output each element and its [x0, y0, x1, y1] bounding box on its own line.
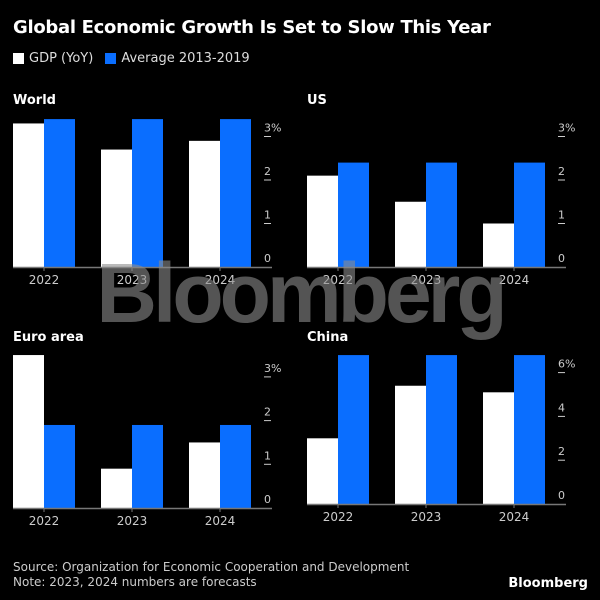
- legend-item-average: Average 2013-2019: [105, 51, 250, 66]
- panel-title-us: US: [307, 93, 327, 108]
- us-bar-gdp-2023: [395, 201, 426, 267]
- world-ylabel-2: 2: [264, 165, 271, 178]
- us-xlabel-2023: 2023: [411, 273, 442, 287]
- world-ylabel-0: 0: [264, 252, 271, 265]
- legend-swatch-gdp: [13, 53, 24, 64]
- panel-title-world: World: [13, 93, 56, 108]
- us-ylabel-1: 1: [558, 209, 565, 222]
- world-ylabel-1: 1: [264, 209, 271, 222]
- china-bar-average-2024: [514, 355, 545, 504]
- world-xlabel-2024: 2024: [205, 273, 236, 287]
- us-bar-gdp-2022: [307, 175, 338, 267]
- euro-area-bar-average-2022: [44, 424, 75, 508]
- world-bar-average-2023: [132, 119, 163, 267]
- footer: Source: Organization for Economic Cooper…: [13, 560, 409, 590]
- euro-area-bar-average-2023: [132, 424, 163, 508]
- china-bar-average-2023: [426, 355, 457, 504]
- china-ylabel-4: 4: [558, 401, 565, 414]
- world-bar-gdp-2023: [101, 149, 132, 267]
- us-bar-average-2023: [426, 162, 457, 267]
- legend: GDP (YoY) Average 2013-2019: [13, 51, 262, 66]
- bloomberg-logo: Bloomberg: [508, 576, 588, 591]
- euro-area-ylabel-0: 0: [264, 493, 271, 506]
- us-ylabel-3: 3%: [558, 122, 575, 135]
- euro-area-xlabel-2022: 2022: [29, 514, 60, 528]
- forecast-note: Note: 2023, 2024 numbers are forecasts: [13, 575, 257, 589]
- euro-area-bar-gdp-2022: [13, 355, 44, 508]
- legend-swatch-average: [105, 53, 117, 64]
- china-bar-average-2022: [338, 355, 369, 504]
- china-bar-gdp-2023: [395, 385, 426, 504]
- us-ylabel-0: 0: [558, 252, 565, 265]
- world-bar-gdp-2024: [189, 140, 220, 267]
- china-bar-gdp-2024: [483, 392, 514, 504]
- euro-area-bar-average-2024: [220, 424, 251, 508]
- euro-area-bar-gdp-2023: [101, 468, 132, 508]
- us-bar-average-2022: [338, 162, 369, 267]
- legend-label-gdp: GDP (YoY): [29, 51, 94, 66]
- china-ylabel-0: 0: [558, 489, 565, 502]
- euro-area-ylabel-3: 3%: [264, 362, 281, 375]
- china-xlabel-2022: 2022: [323, 510, 354, 524]
- legend-item-gdp: GDP (YoY): [13, 51, 93, 66]
- world-ylabel-3: 3%: [264, 122, 281, 135]
- world-xlabel-2022: 2022: [29, 273, 60, 287]
- world-bar-average-2024: [220, 119, 251, 267]
- euro-area-xlabel-2024: 2024: [205, 514, 236, 528]
- euro-area-ylabel-2: 2: [264, 406, 271, 419]
- legend-label-average: Average 2013-2019: [121, 51, 250, 66]
- panel-title-euro-area: Euro area: [13, 330, 84, 345]
- world-xlabel-2023: 2023: [117, 273, 148, 287]
- panel-title-china: China: [307, 330, 349, 345]
- china-xlabel-2024: 2024: [499, 510, 530, 524]
- euro-area-xlabel-2023: 2023: [117, 514, 148, 528]
- us-xlabel-2024: 2024: [499, 273, 530, 287]
- world-bar-gdp-2022: [13, 123, 44, 267]
- china-ylabel-2: 2: [558, 445, 565, 458]
- us-bar-average-2024: [514, 162, 545, 267]
- china-xlabel-2023: 2023: [411, 510, 442, 524]
- source-note: Source: Organization for Economic Cooper…: [13, 560, 410, 574]
- euro-area-ylabel-1: 1: [264, 449, 271, 462]
- us-bar-gdp-2024: [483, 223, 514, 267]
- chart-title: Global Economic Growth Is Set to Slow Th…: [13, 17, 491, 38]
- china-bar-gdp-2022: [307, 438, 338, 504]
- world-bar-average-2022: [44, 119, 75, 267]
- euro-area-bar-gdp-2024: [189, 442, 220, 508]
- us-xlabel-2022: 2022: [323, 273, 354, 287]
- china-ylabel-6: 6%: [558, 358, 575, 371]
- us-ylabel-2: 2: [558, 165, 565, 178]
